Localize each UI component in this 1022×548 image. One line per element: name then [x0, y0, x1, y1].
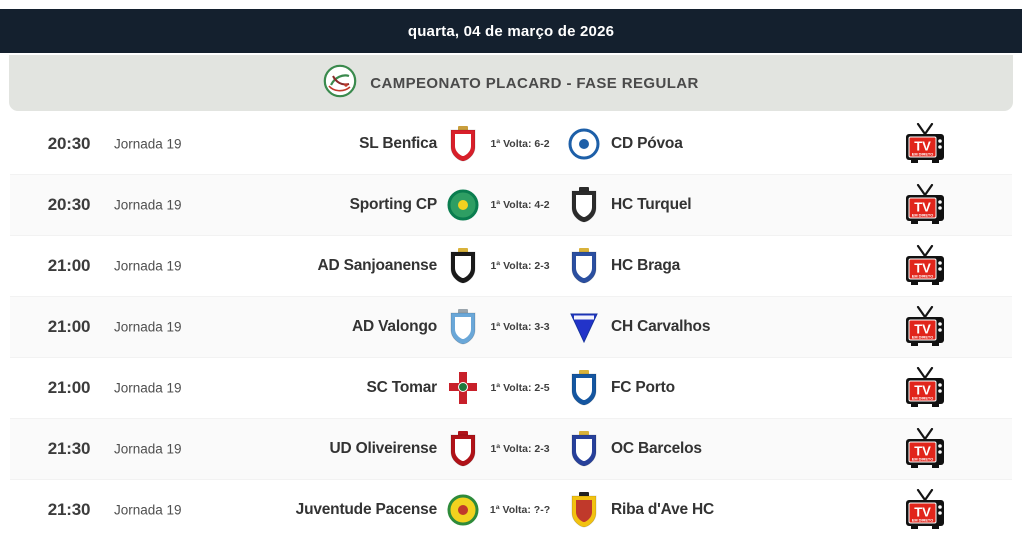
match-time: 20:30 — [47, 133, 91, 153]
away-team-name: CH Carvalhos — [611, 317, 711, 335]
match-time: 21:30 — [47, 438, 91, 458]
away-team-logo-icon — [568, 186, 600, 224]
match-round: Jornada 19 — [114, 319, 182, 334]
away-team-logo-icon — [568, 247, 600, 285]
svg-text:TV: TV — [914, 382, 931, 397]
svg-text:EM DIRETO: EM DIRETO — [912, 517, 934, 522]
home-team-name: AD Valongo — [352, 317, 437, 335]
first-leg-score: 1ª Volta: 3-3 — [490, 320, 550, 333]
match-time: 20:30 — [47, 194, 91, 214]
match-round: Jornada 19 — [114, 258, 182, 273]
svg-text:EM DIRETO: EM DIRETO — [912, 334, 934, 339]
match-row[interactable]: 21:00 Jornada 19 AD Valongo 1ª Volta: 3-… — [10, 296, 1012, 357]
match-time: 21:00 — [47, 377, 91, 397]
date-header: quarta, 04 de março de 2026 — [0, 9, 1022, 53]
tv-live-icon[interactable]: TV EM DIRETO — [903, 183, 947, 226]
home-team-logo-icon — [447, 186, 479, 224]
match-time: 21:00 — [47, 316, 91, 336]
home-team-name: Juventude Pacense — [295, 500, 438, 518]
tv-live-icon[interactable]: TV EM DIRETO — [903, 244, 947, 287]
away-team-logo-icon — [568, 430, 600, 468]
svg-text:TV: TV — [914, 443, 931, 458]
first-leg-score: 1ª Volta: 4-2 — [490, 198, 550, 211]
svg-text:EM DIRETO: EM DIRETO — [912, 273, 934, 278]
match-round: Jornada 19 — [114, 380, 182, 395]
away-team-name: HC Turquel — [611, 195, 692, 213]
first-leg-score: 1ª Volta: 2-5 — [490, 381, 550, 394]
match-round: Jornada 19 — [114, 197, 182, 212]
home-team-name: SL Benfica — [359, 134, 437, 152]
date-label: quarta, 04 de março de 2026 — [407, 22, 615, 40]
away-team-name: FC Porto — [611, 378, 675, 396]
home-team-logo-icon — [447, 247, 479, 285]
away-team-logo-icon — [568, 491, 600, 529]
tv-live-icon[interactable]: TV EM DIRETO — [903, 122, 947, 165]
svg-text:EM DIRETO: EM DIRETO — [912, 395, 934, 400]
match-row[interactable]: 20:30 Jornada 19 Sporting CP 1ª Volta: 4… — [10, 174, 1012, 235]
home-team-logo-icon — [447, 369, 479, 407]
svg-text:EM DIRETO: EM DIRETO — [912, 212, 934, 217]
match-round: Jornada 19 — [114, 502, 182, 517]
competition-banner: CAMPEONATO PLACARD - FASE REGULAR — [9, 55, 1013, 111]
away-team-name: Riba d'Ave HC — [611, 500, 715, 518]
match-list: 20:30 Jornada 19 SL Benfica 1ª Volta: 6-… — [10, 113, 1012, 540]
first-leg-score: 1ª Volta: ?-? — [489, 503, 551, 516]
match-round: Jornada 19 — [114, 441, 182, 456]
competition-title: CAMPEONATO PLACARD - FASE REGULAR — [370, 74, 699, 92]
first-leg-score: 1ª Volta: 6-2 — [490, 137, 550, 150]
home-team-name: UD Oliveirense — [329, 439, 438, 457]
home-team-name: AD Sanjoanense — [317, 256, 437, 274]
home-team-logo-icon — [447, 430, 479, 468]
match-row[interactable]: 21:00 Jornada 19 SC Tomar 1ª Volta: 2-5 … — [10, 357, 1012, 418]
svg-text:TV: TV — [914, 260, 931, 275]
match-row[interactable]: 21:30 Jornada 19 Juventude Pacense 1ª Vo… — [10, 479, 1012, 540]
tv-live-icon[interactable]: TV EM DIRETO — [903, 366, 947, 409]
competition-logo-icon — [323, 64, 357, 103]
svg-text:TV: TV — [914, 199, 931, 214]
home-team-name: Sporting CP — [349, 195, 438, 213]
svg-text:EM DIRETO: EM DIRETO — [912, 456, 934, 461]
tv-live-icon[interactable]: TV EM DIRETO — [903, 305, 947, 348]
away-team-logo-icon — [568, 308, 600, 346]
svg-text:TV: TV — [914, 321, 931, 336]
match-row[interactable]: 20:30 Jornada 19 SL Benfica 1ª Volta: 6-… — [10, 113, 1012, 174]
svg-text:EM DIRETO: EM DIRETO — [912, 151, 934, 156]
svg-text:TV: TV — [914, 138, 931, 153]
away-team-logo-icon — [568, 125, 600, 163]
away-team-logo-icon — [568, 369, 600, 407]
away-team-name: OC Barcelos — [611, 439, 702, 457]
match-row[interactable]: 21:30 Jornada 19 UD Oliveirense 1ª Volta… — [10, 418, 1012, 479]
home-team-logo-icon — [447, 125, 479, 163]
first-leg-score: 1ª Volta: 2-3 — [490, 442, 550, 455]
svg-text:TV: TV — [914, 504, 931, 519]
match-time: 21:30 — [47, 499, 91, 519]
tv-live-icon[interactable]: TV EM DIRETO — [903, 488, 947, 531]
tv-live-icon[interactable]: TV EM DIRETO — [903, 427, 947, 470]
away-team-name: HC Braga — [611, 256, 681, 274]
home-team-name: SC Tomar — [366, 378, 438, 396]
home-team-logo-icon — [447, 491, 479, 529]
match-round: Jornada 19 — [114, 136, 182, 151]
match-row[interactable]: 21:00 Jornada 19 AD Sanjoanense 1ª Volta… — [10, 235, 1012, 296]
away-team-name: CD Póvoa — [611, 134, 683, 152]
match-time: 21:00 — [47, 255, 91, 275]
home-team-logo-icon — [447, 308, 479, 346]
first-leg-score: 1ª Volta: 2-3 — [490, 259, 550, 272]
